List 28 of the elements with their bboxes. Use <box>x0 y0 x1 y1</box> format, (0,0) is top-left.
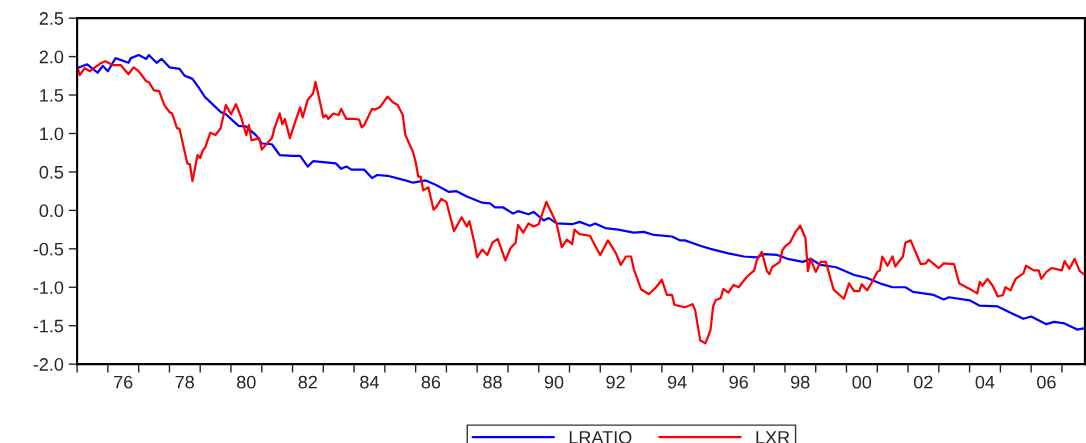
y-tick-label: -0.5 <box>33 242 64 256</box>
x-tick-label: 90 <box>544 375 564 389</box>
x-tick-label: 98 <box>791 375 810 389</box>
x-tick-label: 78 <box>175 375 194 389</box>
x-tick-label: 82 <box>298 375 317 389</box>
y-tick-label: 0.5 <box>39 165 64 179</box>
x-tick-label: 84 <box>360 375 379 389</box>
x-tick-label: 76 <box>114 375 133 389</box>
y-tick-label: -1.0 <box>33 281 64 294</box>
x-tick-label: 06 <box>1037 375 1056 389</box>
x-tick-label: 86 <box>421 375 441 389</box>
x-tick-label: 88 <box>483 375 502 389</box>
y-tick-label: 2.5 <box>39 12 64 25</box>
y-tick-label: -1.5 <box>33 319 64 333</box>
x-tick-label: 94 <box>667 375 687 389</box>
legend-label: LXR <box>756 431 790 443</box>
x-tick-label: 00 <box>852 375 872 389</box>
x-tick-label: 96 <box>729 375 748 389</box>
y-tick-label: 1.0 <box>40 127 64 141</box>
y-tick-label: -2.0 <box>33 358 64 371</box>
y-tick-label: 2.0 <box>39 50 64 64</box>
legend-label: LRATIO <box>569 431 632 443</box>
x-tick-label: 04 <box>975 375 995 389</box>
x-tick-label: 02 <box>913 375 933 389</box>
x-tick-label: 80 <box>237 375 256 389</box>
y-tick-label: 0.0 <box>39 204 64 218</box>
x-tick-label: 92 <box>606 375 625 389</box>
y-tick-label: 1.5 <box>40 89 64 102</box>
